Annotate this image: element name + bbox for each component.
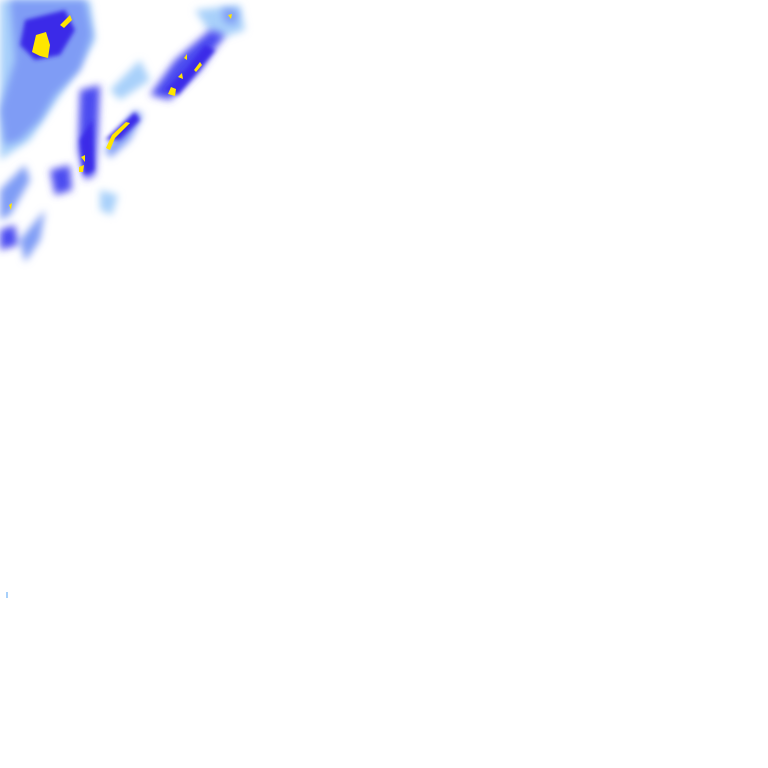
trace-echo [6,592,8,598]
heavy-precipitation [20,10,215,175]
intense-precipitation [9,14,232,210]
